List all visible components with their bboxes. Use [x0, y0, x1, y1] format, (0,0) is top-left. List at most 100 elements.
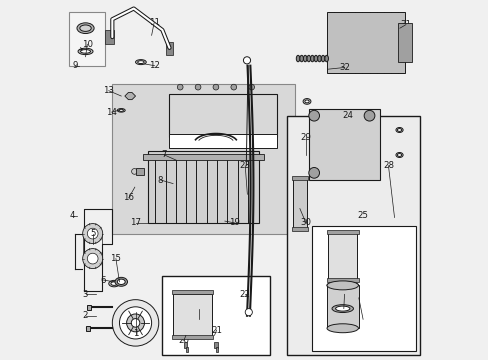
Bar [172, 290, 213, 294]
Circle shape [248, 84, 254, 90]
Ellipse shape [317, 55, 321, 62]
Circle shape [131, 168, 137, 174]
Text: 9: 9 [72, 61, 78, 70]
Ellipse shape [395, 153, 402, 157]
Ellipse shape [304, 100, 308, 103]
Circle shape [87, 228, 98, 239]
Bar [291, 227, 307, 231]
Text: 27: 27 [338, 290, 349, 299]
Bar [328, 232, 356, 280]
Ellipse shape [313, 55, 317, 62]
Bar [287, 116, 419, 355]
Ellipse shape [326, 281, 358, 290]
Text: 31: 31 [400, 20, 410, 29]
Bar [326, 285, 358, 328]
Text: 22: 22 [239, 290, 250, 299]
Ellipse shape [117, 279, 125, 284]
Ellipse shape [115, 277, 127, 286]
Text: 15: 15 [110, 254, 121, 263]
Circle shape [213, 84, 218, 90]
Text: 28: 28 [382, 161, 393, 170]
Bar [326, 230, 358, 234]
Bar [162, 276, 269, 355]
Ellipse shape [397, 129, 401, 131]
Bar [173, 294, 212, 337]
Text: 12: 12 [149, 61, 160, 70]
Circle shape [112, 300, 159, 346]
Text: 5: 5 [90, 229, 95, 238]
Bar [169, 134, 276, 148]
Text: 19: 19 [228, 219, 240, 228]
Text: 16: 16 [123, 193, 134, 202]
Bar [291, 176, 307, 180]
Bar [326, 12, 405, 73]
Text: 18: 18 [193, 315, 204, 324]
Text: 10: 10 [81, 40, 93, 49]
Text: 17: 17 [130, 219, 141, 228]
Circle shape [308, 167, 319, 178]
Ellipse shape [303, 99, 310, 104]
Ellipse shape [138, 61, 144, 64]
Polygon shape [124, 93, 135, 100]
Bar [148, 152, 258, 223]
Text: 29: 29 [300, 132, 311, 141]
Bar [397, 23, 411, 62]
Bar [292, 178, 306, 230]
Text: 13: 13 [103, 86, 114, 95]
Ellipse shape [296, 55, 299, 62]
Bar [214, 342, 217, 348]
Ellipse shape [395, 127, 402, 132]
Bar [216, 347, 218, 352]
Text: 23: 23 [239, 161, 250, 170]
Ellipse shape [397, 154, 401, 157]
Text: 20: 20 [178, 336, 189, 345]
Text: 2: 2 [82, 311, 88, 320]
Circle shape [195, 84, 201, 90]
Text: 30: 30 [300, 219, 311, 228]
Circle shape [82, 224, 102, 244]
Ellipse shape [326, 281, 358, 290]
Bar [135, 168, 144, 175]
Ellipse shape [135, 60, 146, 64]
Ellipse shape [306, 55, 310, 62]
Ellipse shape [299, 55, 303, 62]
Bar [105, 30, 114, 44]
Circle shape [308, 111, 319, 121]
Bar [142, 154, 264, 160]
Bar [312, 226, 415, 351]
Text: 21: 21 [211, 325, 222, 334]
Ellipse shape [78, 48, 93, 55]
Ellipse shape [77, 23, 94, 33]
Ellipse shape [331, 305, 353, 312]
Ellipse shape [80, 25, 91, 31]
Ellipse shape [335, 306, 349, 311]
Bar [85, 326, 90, 331]
Text: 11: 11 [148, 18, 159, 27]
Text: 25: 25 [357, 211, 368, 220]
Circle shape [119, 307, 151, 339]
Text: 14: 14 [106, 108, 117, 117]
Text: 7: 7 [162, 150, 167, 159]
Ellipse shape [119, 109, 123, 111]
Bar [69, 12, 105, 66]
Circle shape [364, 111, 374, 121]
Ellipse shape [326, 324, 358, 333]
Text: 26: 26 [357, 315, 368, 324]
Circle shape [82, 249, 102, 269]
Ellipse shape [324, 55, 328, 62]
Text: 24: 24 [342, 111, 353, 120]
Bar [183, 342, 187, 348]
Text: 8: 8 [158, 176, 163, 185]
Bar [172, 336, 213, 339]
Ellipse shape [321, 55, 324, 62]
Circle shape [230, 84, 236, 90]
Text: 3: 3 [82, 290, 88, 299]
Ellipse shape [111, 282, 117, 285]
Ellipse shape [303, 55, 306, 62]
Ellipse shape [310, 55, 313, 62]
Circle shape [131, 319, 140, 327]
Ellipse shape [117, 109, 125, 112]
Bar [112, 84, 294, 234]
Ellipse shape [108, 280, 119, 287]
Bar [165, 42, 173, 55]
